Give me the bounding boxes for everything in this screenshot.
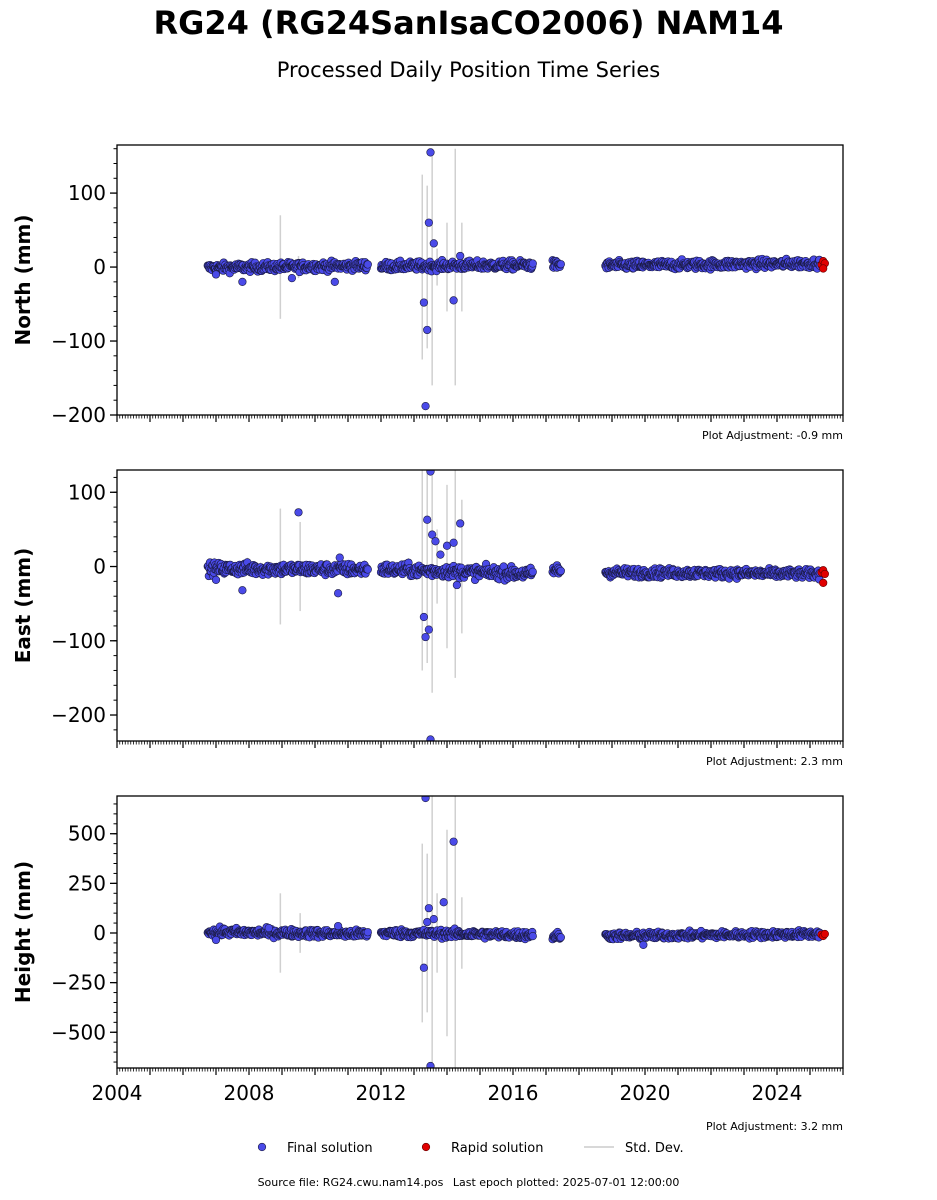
final-solution-point bbox=[211, 935, 221, 945]
final-solution-point bbox=[449, 538, 458, 547]
final-solution-point bbox=[421, 632, 430, 642]
panel-north: −200 −100 0 100 North (mm) Plot Adjustment: -… bbox=[11, 144, 844, 442]
y-tick-label: −250 bbox=[51, 971, 106, 995]
final-solution-point bbox=[424, 625, 433, 634]
y-tick-label: 250 bbox=[68, 871, 106, 895]
plot-adjustment-note: Plot Adjustment: 3.2 mm bbox=[706, 1120, 843, 1133]
final-solution-point bbox=[429, 914, 438, 924]
rapid-solution-point bbox=[819, 264, 828, 273]
legend-marker bbox=[421, 1142, 431, 1152]
plot-frame bbox=[116, 144, 844, 416]
rapid-solution-point bbox=[819, 578, 828, 587]
x-tick-label: 2024 bbox=[752, 1081, 803, 1105]
x-tick-label: 2016 bbox=[488, 1081, 539, 1105]
plot-frame bbox=[116, 469, 844, 742]
final-solution-point bbox=[264, 923, 273, 933]
y-axis-label: North (mm) bbox=[11, 214, 35, 345]
x-tick-label: 2004 bbox=[92, 1081, 143, 1105]
final-solution-point bbox=[528, 259, 537, 268]
final-solution-point bbox=[639, 940, 648, 950]
final-solution-point bbox=[556, 933, 565, 942]
x-tick-label: 2008 bbox=[224, 1081, 275, 1105]
final-solution-point bbox=[335, 553, 344, 562]
final-solution-point bbox=[238, 586, 247, 595]
final-solution-point bbox=[363, 928, 372, 937]
legend: Final solution Rapid solution Std. Dev. bbox=[257, 1141, 684, 1156]
footer-last-epoch: Last epoch plotted: 2025-07-01 12:00:00 bbox=[452, 1176, 680, 1189]
final-solution-point bbox=[426, 470, 435, 476]
final-solution-point bbox=[439, 898, 448, 907]
plot-adjustment-note: Plot Adjustment: 2.3 mm bbox=[706, 755, 843, 768]
legend-label: Std. Dev. bbox=[625, 1141, 684, 1156]
final-solution-point bbox=[456, 251, 465, 261]
y-tick-label: −100 bbox=[51, 329, 106, 353]
y-tick-label: −200 bbox=[51, 403, 106, 427]
final-solution-point bbox=[449, 837, 458, 846]
final-solution-point bbox=[456, 519, 465, 528]
final-solution-point bbox=[428, 530, 437, 539]
final-solution-point bbox=[330, 277, 339, 286]
plot-area bbox=[203, 470, 829, 741]
panel-height: −500 −250 0 250 500 2004 2008 2012 2016 2020 2024 H… bbox=[11, 795, 844, 1133]
rapid-solution-point bbox=[820, 929, 829, 939]
final-solution-point bbox=[211, 575, 221, 584]
plot-area bbox=[203, 148, 829, 411]
final-solution-point bbox=[211, 270, 221, 279]
final-solution-point bbox=[429, 239, 438, 248]
final-solution-point bbox=[423, 515, 432, 524]
x-tick-label: 2020 bbox=[620, 1081, 671, 1105]
legend-marker bbox=[257, 1142, 267, 1152]
final-solution-point bbox=[421, 796, 430, 803]
final-solution-point bbox=[528, 931, 537, 941]
final-solution-point bbox=[424, 904, 433, 913]
panel-east: −200 −100 0 100 East (mm) Plot Adjustment: 2.… bbox=[11, 469, 844, 768]
plot-area bbox=[203, 796, 829, 1068]
chart-subtitle: Processed Daily Position Time Series bbox=[276, 58, 661, 82]
footer: Source file: RG24.cwu.nam14.pos Last epo… bbox=[0, 1176, 937, 1189]
y-tick-label: 0 bbox=[93, 921, 106, 945]
final-solution-point bbox=[426, 735, 435, 741]
final-solution-point bbox=[238, 277, 247, 286]
y-tick-label: 100 bbox=[68, 181, 106, 205]
final-solution-point bbox=[419, 298, 429, 307]
final-solution-point bbox=[528, 567, 537, 576]
final-solution-point bbox=[426, 1061, 435, 1068]
legend-label: Final solution bbox=[287, 1141, 373, 1156]
final-solution-point bbox=[423, 325, 432, 335]
final-solution-point bbox=[436, 550, 445, 559]
final-solution-point bbox=[419, 963, 429, 972]
rapid-solution-point bbox=[820, 569, 829, 579]
y-axis-label: East (mm) bbox=[11, 548, 35, 664]
final-solution-point bbox=[556, 260, 565, 269]
final-solution-point bbox=[363, 565, 372, 574]
plot-adjustment-note: Plot Adjustment: -0.9 mm bbox=[702, 429, 843, 442]
final-solution-point bbox=[363, 260, 372, 269]
y-tick-label: 0 bbox=[93, 255, 106, 279]
final-solution-point bbox=[334, 589, 343, 598]
final-solution-point bbox=[426, 148, 435, 157]
y-tick-label: 0 bbox=[93, 555, 106, 579]
y-tick-label: −100 bbox=[51, 629, 106, 653]
x-tick-label: 2012 bbox=[356, 1081, 407, 1105]
footer-source: Source file: RG24.cwu.nam14.pos bbox=[257, 1176, 444, 1189]
final-solution-point bbox=[452, 580, 462, 590]
chart-title: RG24 (RG24SanIsaCO2006) NAM14 bbox=[153, 4, 784, 42]
y-axis-label: Height (mm) bbox=[11, 861, 35, 1003]
y-tick-label: −500 bbox=[51, 1020, 106, 1044]
y-tick-label: 100 bbox=[68, 480, 106, 504]
final-solution-point bbox=[419, 612, 429, 622]
y-tick-label: −200 bbox=[51, 703, 106, 727]
final-solution-point bbox=[449, 296, 458, 305]
y-tick-label: 500 bbox=[68, 822, 106, 846]
final-solution-point bbox=[421, 402, 430, 411]
final-solution-point bbox=[556, 566, 565, 576]
final-solution-point bbox=[431, 537, 440, 546]
final-solution-point bbox=[294, 508, 303, 517]
final-solution-point bbox=[424, 218, 433, 227]
final-solution-point bbox=[334, 921, 343, 931]
legend-label: Rapid solution bbox=[451, 1141, 543, 1156]
final-solution-point bbox=[287, 274, 297, 283]
